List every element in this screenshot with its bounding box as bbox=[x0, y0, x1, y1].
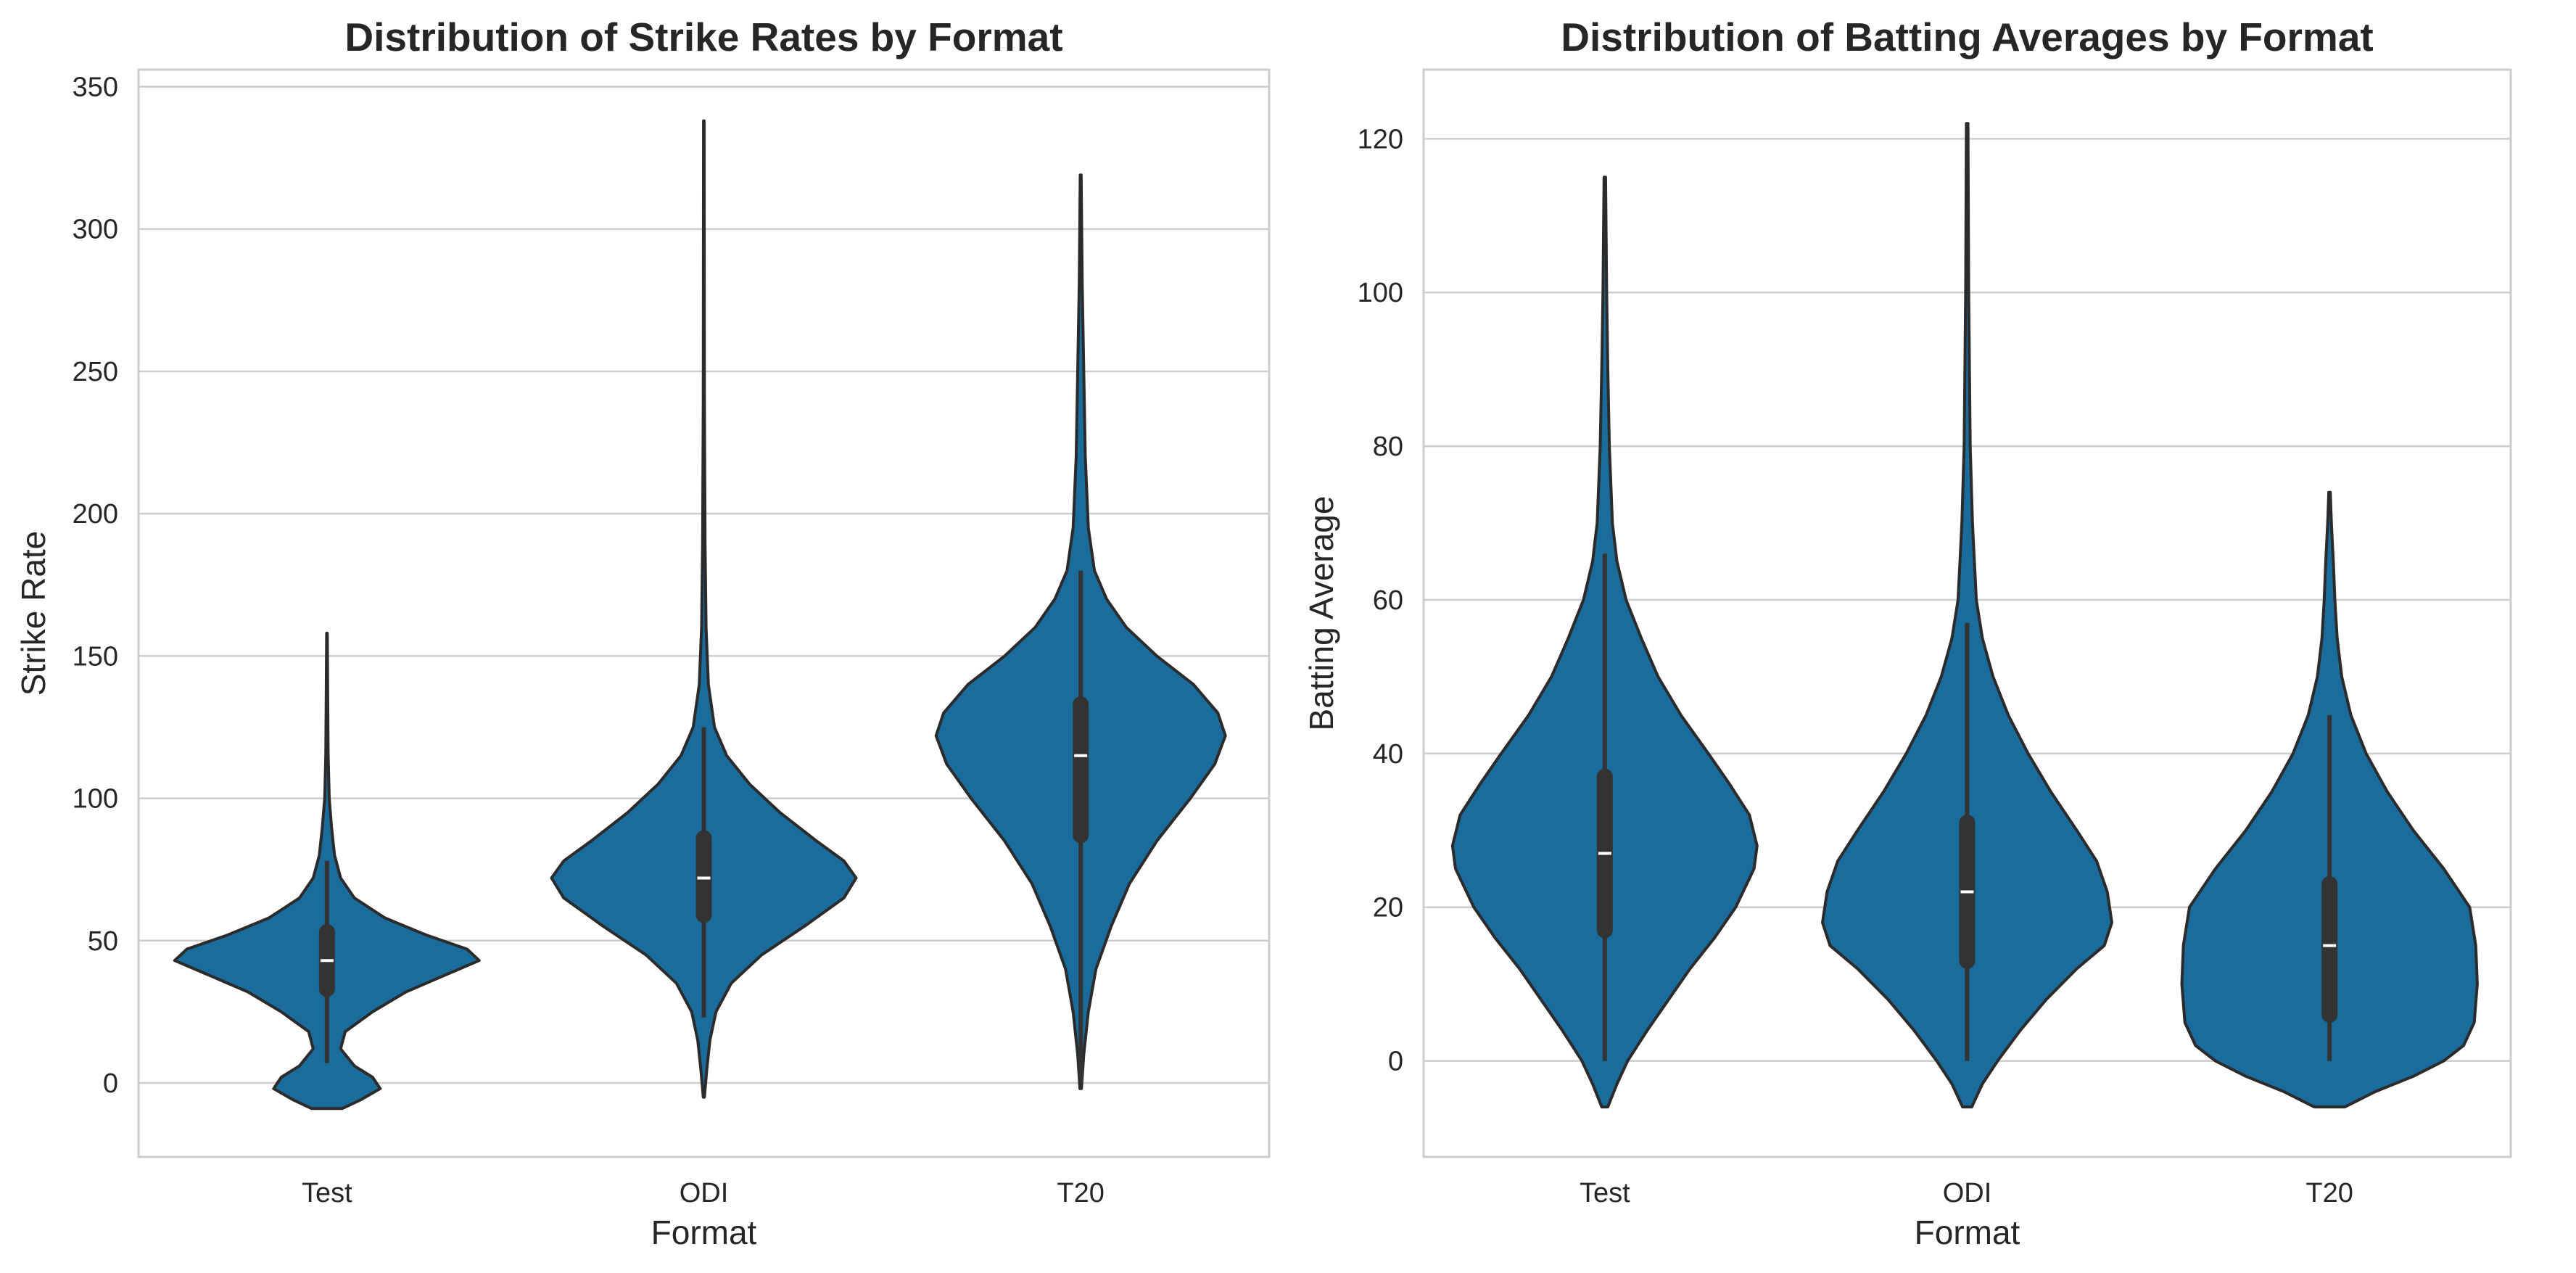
y-tick-label: 200 bbox=[73, 499, 118, 530]
y-tick-label: 350 bbox=[73, 73, 118, 103]
y-axis-label: Batting Average bbox=[1303, 496, 1340, 731]
chart-title: Distribution of Batting Averages by Form… bbox=[1561, 15, 2373, 59]
plot-frame bbox=[1422, 68, 2512, 1158]
violin-t20 bbox=[934, 173, 1227, 1090]
y-axis-label: Strike Rate bbox=[15, 531, 52, 696]
y-tick-label: 100 bbox=[73, 784, 118, 815]
y-tick-label: 100 bbox=[1358, 278, 1403, 308]
y-tick-label: 20 bbox=[1373, 893, 1403, 923]
x-tick-label: T20 bbox=[2305, 1178, 2353, 1208]
violin-body bbox=[1821, 122, 2113, 1109]
y-tick-label: 0 bbox=[1388, 1047, 1403, 1077]
violin-t20 bbox=[2180, 490, 2479, 1109]
x-tick-label: Test bbox=[302, 1178, 352, 1208]
y-tick-label: 0 bbox=[103, 1068, 118, 1099]
violin-test bbox=[173, 632, 481, 1111]
y-tick-label: 120 bbox=[1358, 124, 1403, 155]
y-tick-label: 150 bbox=[73, 641, 118, 672]
x-tick-label: ODI bbox=[1943, 1178, 1992, 1208]
y-tick-label: 250 bbox=[73, 357, 118, 387]
violin-body bbox=[550, 119, 858, 1099]
chart-panel-1: 0 50 100 150 200 250 300 350 Test ODI T20 Distribut… bbox=[15, 15, 1271, 1251]
chart-title: Distribution of Strike Rates by Format bbox=[344, 15, 1062, 59]
x-axis-label: Format bbox=[651, 1214, 757, 1251]
y-tick-label: 40 bbox=[1373, 739, 1403, 770]
plot-frame bbox=[137, 68, 1271, 1158]
y-tick-label: 300 bbox=[73, 215, 118, 245]
violin-odi bbox=[1821, 122, 2113, 1109]
x-axis-label: Format bbox=[1915, 1214, 2020, 1251]
x-tick-label: T20 bbox=[1057, 1178, 1104, 1208]
chart-panel-2: 0 20 40 60 80 100 120 Test ODI T20 Distribution of… bbox=[1303, 15, 2512, 1251]
y-tick-label: 60 bbox=[1373, 585, 1403, 616]
x-tick-label: Test bbox=[1580, 1178, 1630, 1208]
y-tick-label: 80 bbox=[1373, 432, 1403, 462]
x-tick-label: ODI bbox=[680, 1178, 729, 1208]
violin-test bbox=[1450, 176, 1759, 1109]
y-tick-label: 50 bbox=[88, 926, 118, 957]
violin-odi bbox=[550, 119, 858, 1099]
